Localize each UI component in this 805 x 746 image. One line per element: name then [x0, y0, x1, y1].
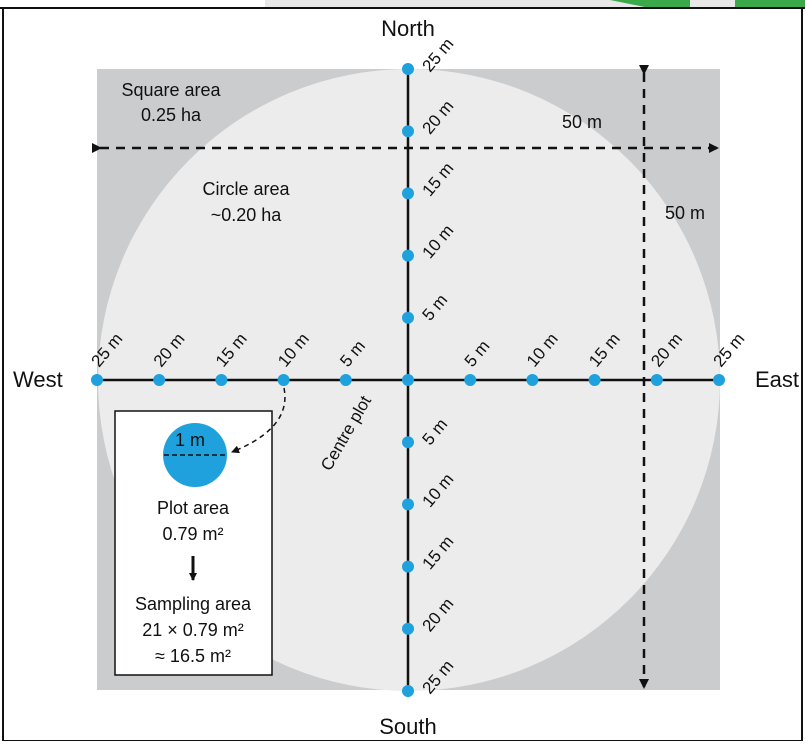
circle-area-label: Circle area: [202, 179, 290, 199]
east-point-3: [588, 374, 601, 386]
south-point-2: [402, 498, 414, 511]
south-label: South: [379, 714, 437, 739]
north-point-1: [402, 311, 414, 324]
plot-area-label: Plot area: [157, 498, 230, 518]
plot-diameter-label: 1 m: [175, 430, 205, 450]
south-point-3: [402, 560, 414, 573]
plot-circle: [163, 423, 227, 487]
plot-area-value: 0.79 m²: [162, 524, 223, 544]
north-point-4: [402, 125, 414, 138]
north-label: North: [381, 16, 435, 41]
centre-point: [402, 374, 414, 386]
west-point-4: [153, 374, 166, 386]
north-point-5: [402, 63, 414, 75]
east-label: East: [755, 367, 799, 392]
north-point-3: [402, 187, 414, 200]
east-point-1: [464, 374, 477, 386]
plot-detail-box: 1 m Plot area 0.79 m² Sampling area 21 ×…: [114, 410, 273, 676]
sampling-area-formula: 21 × 0.79 m²: [142, 620, 244, 640]
west-label: West: [13, 367, 63, 392]
height-dimension-label: 50 m: [665, 203, 705, 223]
west-point-2: [277, 374, 290, 386]
north-point-2: [402, 249, 414, 262]
square-area-value: 0.25 ha: [141, 105, 202, 125]
sampling-points: [91, 63, 725, 697]
east-point-4: [650, 374, 663, 386]
circle-area-value: ~0.20 ha: [211, 205, 283, 225]
width-dimension-label: 50 m: [562, 112, 602, 132]
sampling-area-value: ≈ 16.5 m²: [155, 646, 231, 666]
callout-arrow: [231, 387, 286, 454]
sampling-area-label: Sampling area: [135, 594, 252, 614]
east-point-5: [713, 374, 725, 386]
south-point-5: [402, 685, 414, 697]
top-crop-remnants: [0, 0, 805, 9]
south-point-1: [402, 436, 414, 449]
square-area-label: Square area: [121, 80, 221, 100]
west-point-1: [339, 374, 352, 386]
west-point-3: [215, 374, 228, 386]
west-point-5: [91, 374, 103, 386]
east-point-2: [526, 374, 539, 386]
south-point-4: [402, 622, 414, 635]
